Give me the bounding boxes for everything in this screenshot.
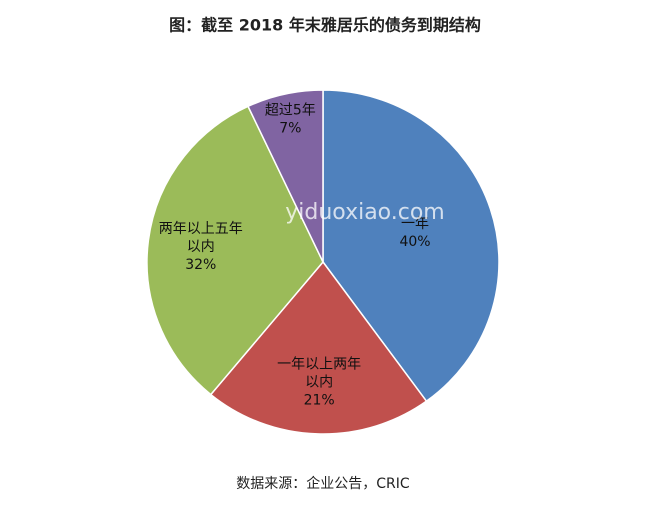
slice-category-label: 两年以上五年以内	[159, 221, 243, 255]
watermark: yiduoxiao.com	[285, 200, 445, 225]
pie-slice	[209, 260, 428, 435]
slice-value-label: 21%	[304, 392, 335, 408]
slice-value-label: 7%	[279, 120, 301, 136]
label-line: 一年以上两年	[277, 356, 361, 372]
label-line: 两年以上五年	[159, 221, 243, 237]
chart-title: 图：截至 2018 年末雅居乐的债务到期结构	[169, 16, 481, 35]
slice-value-label: 32%	[185, 257, 216, 273]
source-note: 数据来源：企业公告，CRIC	[236, 475, 410, 492]
label-line: 以内	[305, 374, 333, 390]
label-line: 以内	[187, 239, 215, 255]
slice-category-label: 一年以上两年以内	[277, 356, 361, 390]
slice-value-label: 40%	[399, 234, 430, 250]
pie-slice	[247, 89, 324, 263]
slice-category-label: 超过5年	[265, 102, 316, 118]
pie-slice	[322, 89, 500, 403]
label-line: 一年	[401, 216, 429, 232]
pie-slice	[146, 105, 324, 396]
slice-category-label: 一年	[401, 216, 429, 232]
label-line: 超过5年	[265, 102, 316, 118]
